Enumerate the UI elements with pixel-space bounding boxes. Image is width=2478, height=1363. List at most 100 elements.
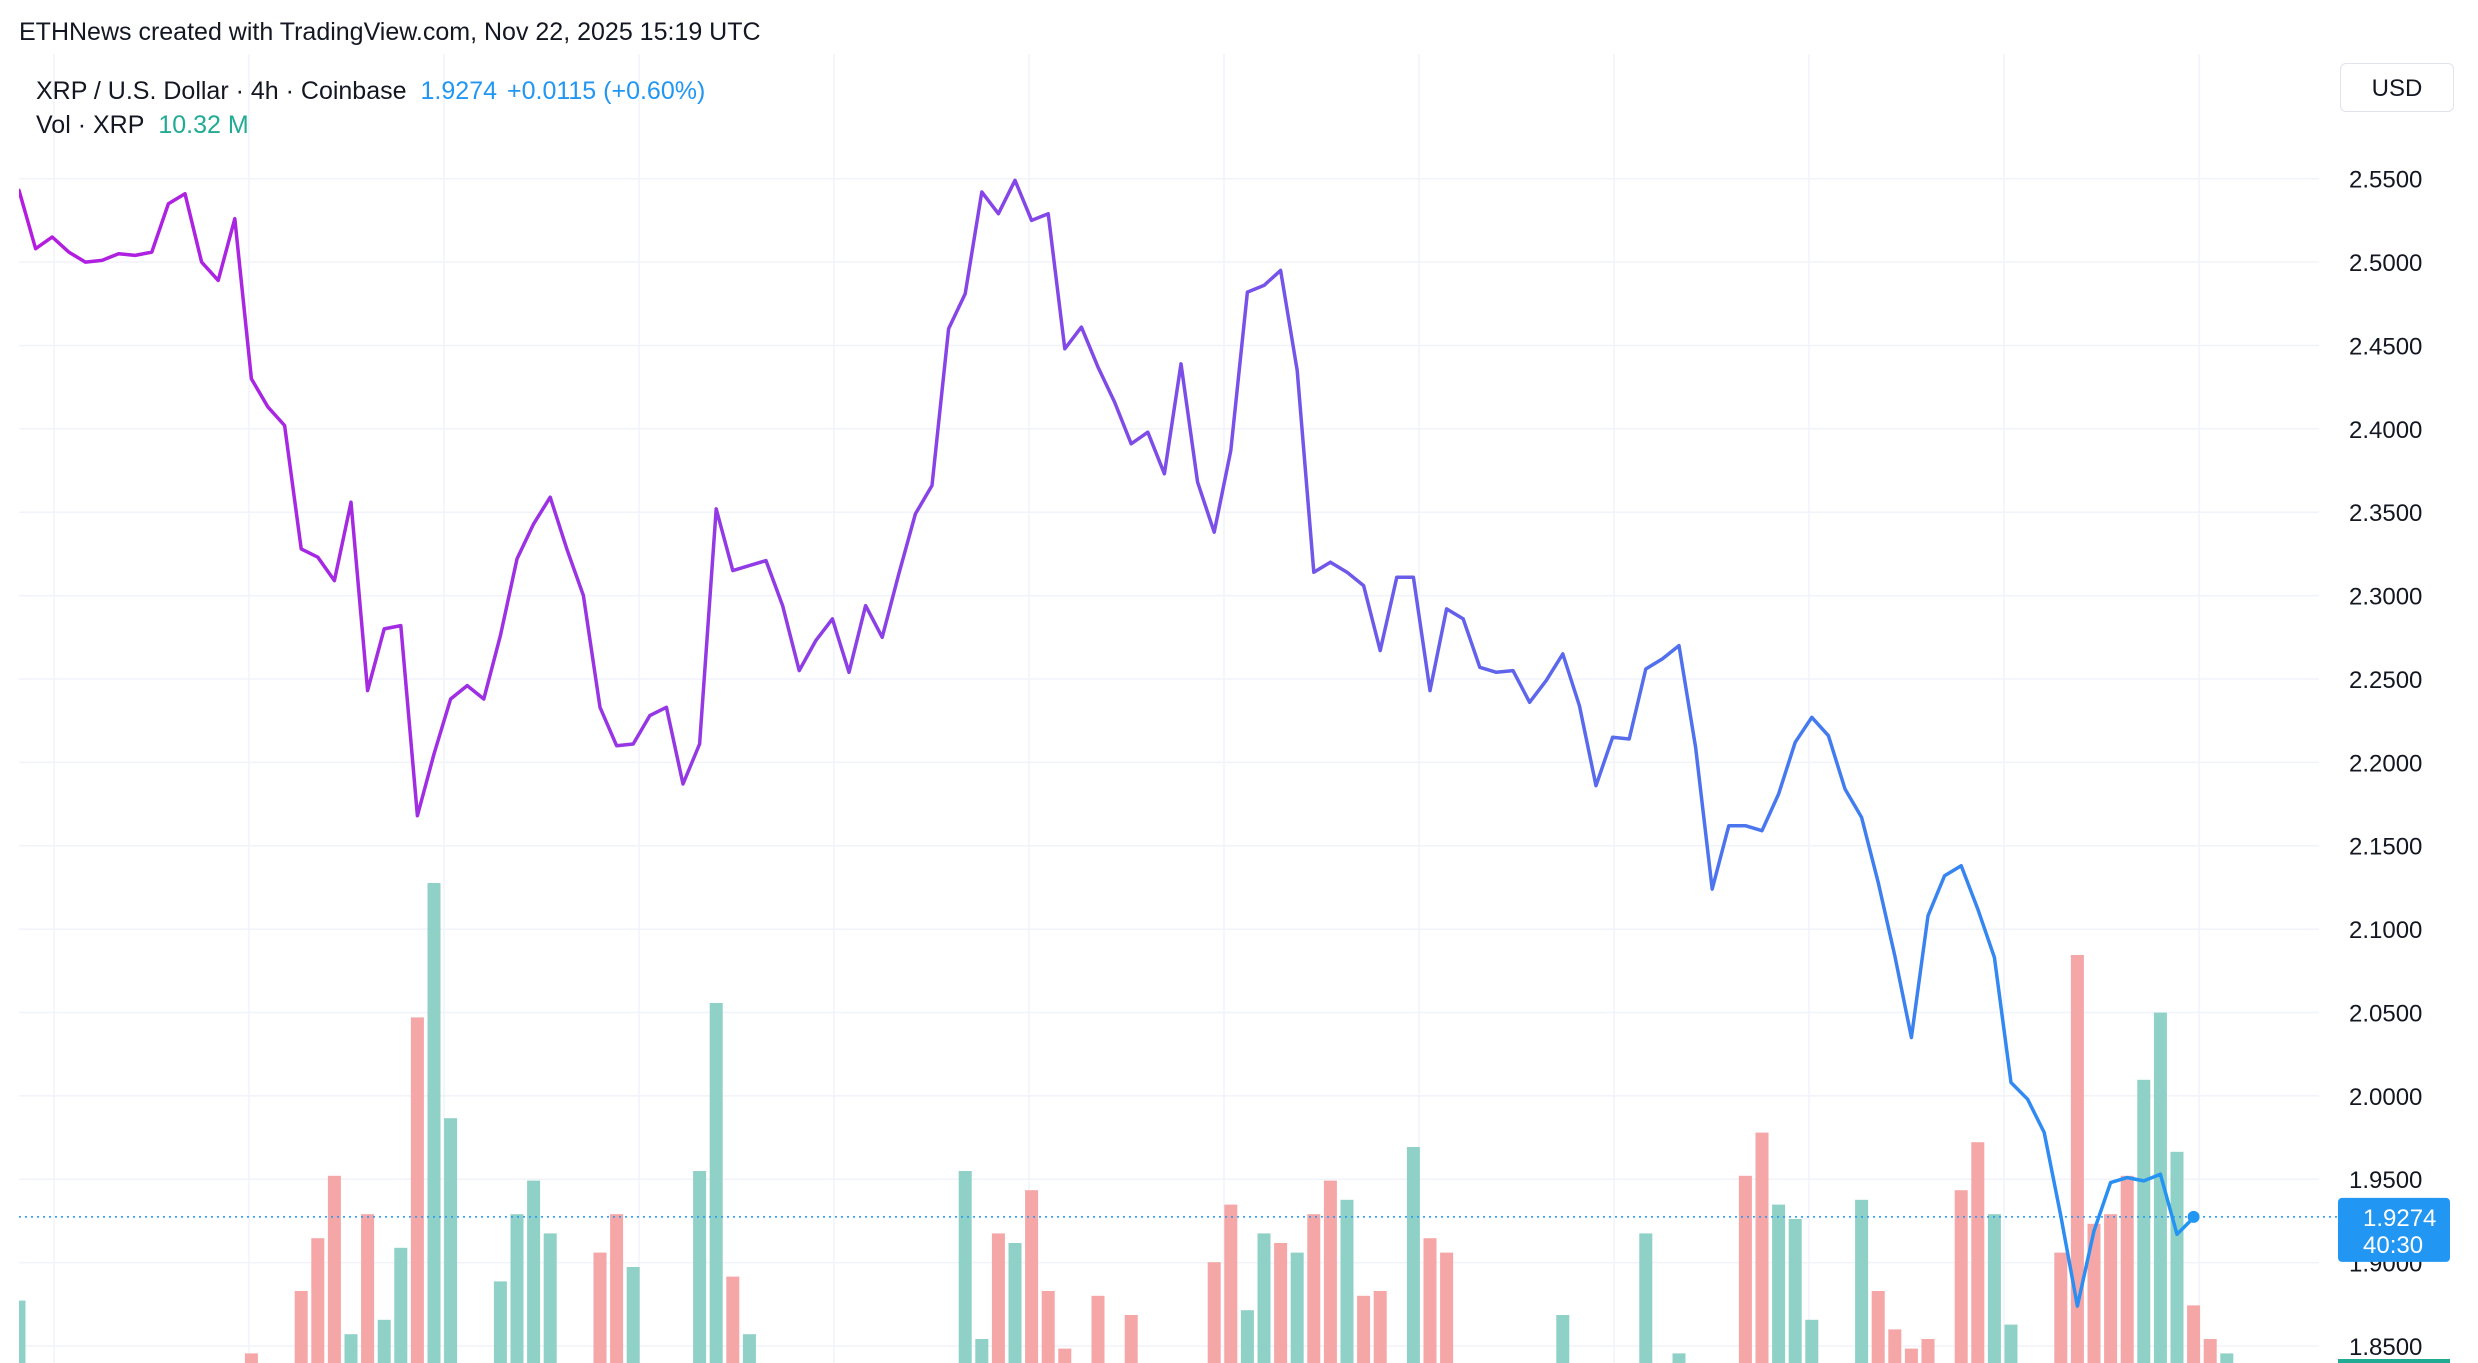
volume-bar [1755,1132,1769,1363]
volume-bar [2120,1175,2134,1363]
volume-bar [2220,1353,2234,1363]
volume-bar [1921,1339,1935,1363]
price-chart-svg[interactable]: 2.5500 2.5000 2.4500 2.4000 2.3500 2.3000 2.25… [19,54,2459,1363]
volume-bar [2087,1223,2101,1363]
volume-bar [377,1319,391,1363]
volume-bar [1373,1291,1387,1363]
y-tick-label: 2.1500 [2349,834,2422,861]
volume-bar [344,1334,358,1363]
volume-bar [294,1291,308,1363]
y-tick-label: 2.3500 [2349,500,2422,527]
volume-bar [1274,1243,1288,1363]
volume-bar [958,1171,972,1363]
volume-bar [1357,1295,1371,1363]
volume-bar [1124,1315,1138,1363]
volume-bar [2054,1252,2068,1363]
grid-lines [19,54,2319,1363]
symbol-legend-row[interactable]: XRP / U.S. Dollar · 4h · Coinbase 1.9274 +… [36,74,715,108]
volume-bar [593,1252,607,1363]
volume-bar [2170,1151,2184,1363]
volume-bar [1406,1147,1420,1363]
volume-bar [1008,1243,1022,1363]
y-tick-label: 2.4000 [2349,417,2422,444]
volume-legend-value: 10.32 M [158,111,249,139]
volume-legend-label: Vol · XRP [36,111,145,139]
volume-bar [742,1334,756,1363]
price-axis: 2.5500 2.5000 2.4500 2.4000 2.3500 2.3000 2.25… [2349,167,2422,1361]
y-tick-label: 2.2000 [2349,750,2422,777]
volume-bar [2104,1214,2118,1363]
volume-bar [1556,1315,1570,1363]
volume-bar [1041,1291,1055,1363]
volume-bar [2137,1079,2151,1363]
volume-bar [1440,1252,1454,1363]
chart-area[interactable]: 2.5500 2.5000 2.4500 2.4000 2.3500 2.3000 2.25… [19,54,2459,1363]
y-tick-label: 2.5000 [2349,250,2422,277]
volume-bar [1307,1214,1321,1363]
volume-bar [1971,1142,1985,1363]
volume-bar [1423,1238,1437,1363]
y-tick-label: 1.9500 [2349,1167,2422,1194]
volume-bar [2153,1012,2167,1363]
volume-bar [1224,1204,1238,1363]
volume-bar [1871,1291,1885,1363]
volume-bar [1904,1348,1918,1363]
volume-bar [991,1233,1005,1363]
volume-legend-row[interactable]: Vol · XRP 10.32 M [36,108,715,142]
volume-bar [527,1180,541,1363]
volume-bar [444,1118,458,1363]
volume-bar [1954,1190,1968,1363]
volume-bar [1639,1233,1653,1363]
price-line-layer [19,178,2196,1308]
volume-bar [1788,1219,1802,1363]
price-label-countdown: 40:30 [2363,1232,2423,1259]
y-tick-label: 2.5500 [2349,167,2422,194]
volume-bar [626,1267,640,1363]
legend-last-price: 1.9274 [420,77,497,105]
volume-bar [709,1003,723,1363]
currency-button[interactable]: USD [2340,63,2454,112]
y-tick-label: 2.4500 [2349,333,2422,360]
volume-bar [19,1300,26,1363]
volume-bar [361,1214,375,1363]
volume-bar [427,883,441,1363]
last-price-dot [2187,1210,2200,1223]
volume-bar [1888,1329,1902,1363]
price-line [19,178,2196,1308]
volume-bar [244,1353,258,1363]
volume-bar [2070,955,2084,1363]
volume-bar [693,1171,707,1363]
volume-bar [1257,1233,1271,1363]
volume-bar [1738,1175,1752,1363]
price-label-value: 1.9274 [2363,1205,2436,1232]
volume-bar [1805,1319,1819,1363]
volume-bars [19,883,2234,1363]
volume-bar [1058,1348,1072,1363]
volume-bar [1207,1262,1221,1363]
volume-bar [1025,1190,1039,1363]
chart-attribution: ETHNews created with TradingView.com, No… [19,18,761,46]
volume-bar [394,1247,408,1363]
volume-bar [1772,1204,1786,1363]
legend-price-change: +0.0115 (+0.60%) [507,77,706,105]
symbol-title: XRP / U.S. Dollar · 4h · Coinbase [36,77,407,105]
volume-bar [2187,1305,2201,1363]
volume-bar [1091,1295,1105,1363]
chart-legend: XRP / U.S. Dollar · 4h · Coinbase 1.9274 +… [36,74,715,142]
volume-bar [311,1238,325,1363]
volume-bar [1240,1310,1254,1363]
y-tick-label: 1.8500 [2349,1334,2422,1361]
volume-bar [543,1233,557,1363]
volume-bar [1290,1252,1304,1363]
volume-axis-marker [2338,1359,2450,1363]
volume-bar [510,1214,524,1363]
y-tick-label: 2.1000 [2349,917,2422,944]
volume-bar [1987,1214,2001,1363]
volume-bar [493,1281,507,1363]
y-tick-label: 2.0000 [2349,1084,2422,1111]
volume-bar [975,1339,989,1363]
volume-bar [410,1017,424,1363]
y-tick-label: 2.3000 [2349,584,2422,611]
y-tick-label: 2.2500 [2349,667,2422,694]
